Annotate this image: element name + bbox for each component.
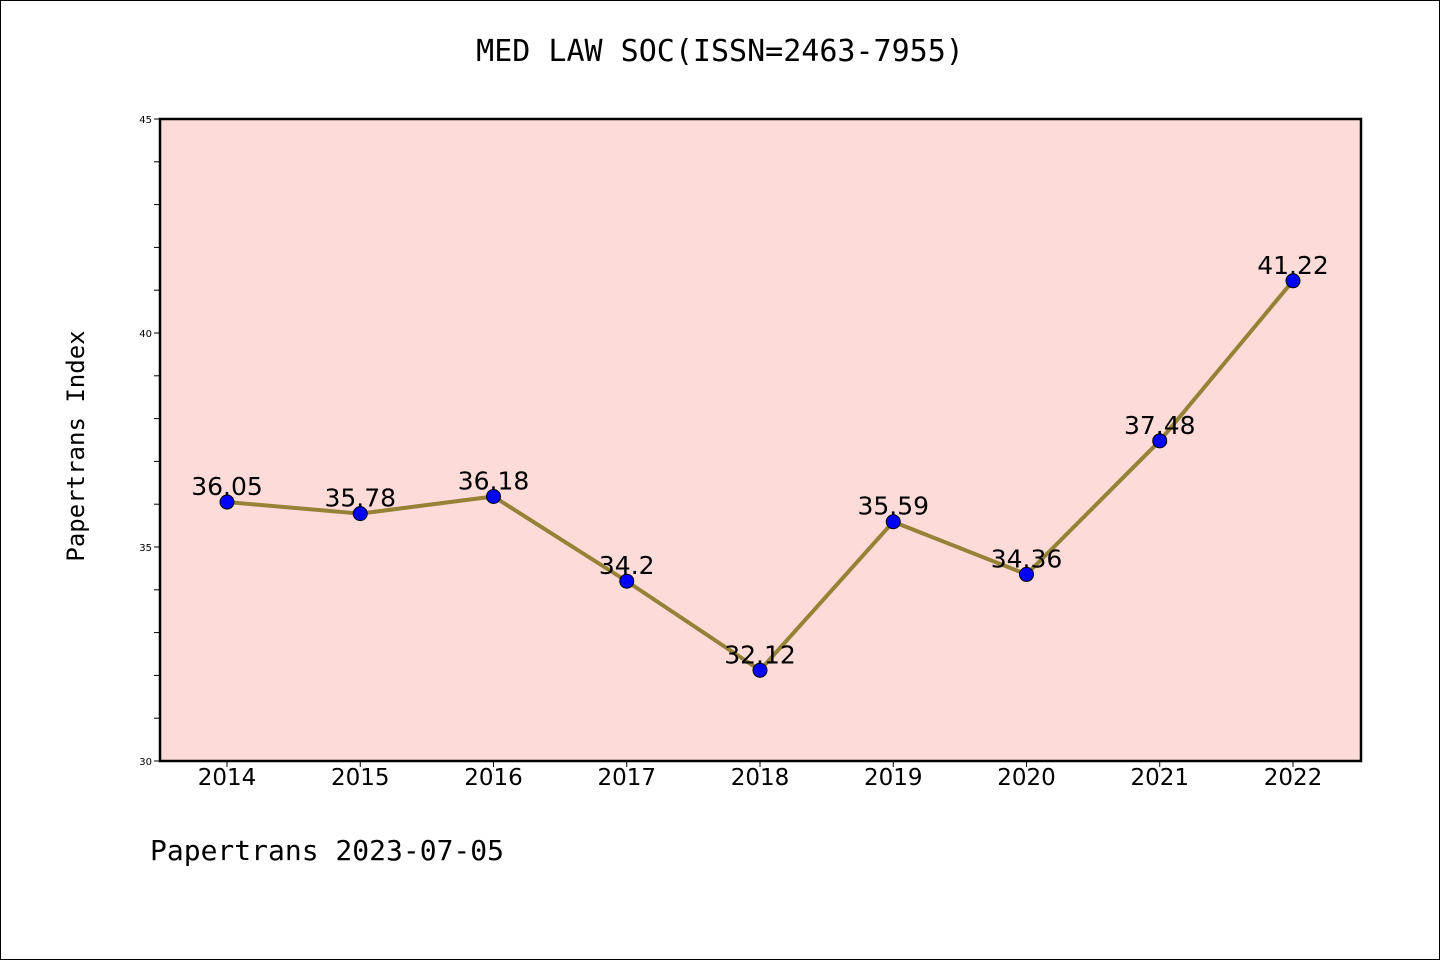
y-tick-label: 35: [139, 543, 152, 554]
data-label: 35.59: [857, 492, 929, 521]
x-tick-label: 2021: [1130, 765, 1189, 791]
data-point: [885, 514, 901, 530]
y-tick-label: 45: [139, 115, 152, 126]
x-tick-label: 2020: [997, 765, 1056, 791]
series-markers: [219, 273, 1301, 678]
data-point: [752, 662, 768, 678]
data-label: 36.05: [191, 472, 263, 501]
y-axis: 30 35 40 45: [139, 115, 160, 768]
data-label: 32.12: [724, 640, 796, 669]
x-tick-label: 2018: [731, 765, 790, 791]
data-point: [352, 506, 368, 522]
y-tick-label: 30: [139, 757, 152, 768]
data-point: [1019, 566, 1034, 582]
data-label: 34.36: [991, 544, 1063, 573]
footer-caption: Papertrans 2023-07-05: [150, 834, 505, 867]
data-label: 34.2: [599, 551, 655, 580]
data-label: 41.22: [1257, 251, 1329, 280]
data-point: [619, 573, 635, 589]
data-label: 35.78: [324, 484, 396, 513]
x-axis: 2014 2015 2016 2017 2018 2019 2020 2021 2022: [198, 761, 1323, 791]
data-label: 37.48: [1124, 411, 1196, 440]
data-labels: 36.05 35.78 36.18 34.2 32.12 35.59 34.36 37.48 4…: [191, 251, 1329, 669]
data-point: [1285, 273, 1301, 289]
data-label: 36.18: [458, 466, 530, 495]
data-point: [1152, 433, 1168, 449]
chart-title: MED LAW SOC(ISSN=2463-7955): [476, 34, 964, 69]
x-tick-label: 2015: [331, 765, 390, 791]
plot-border: [158, 117, 1363, 763]
data-point: [486, 488, 501, 504]
x-tick-label: 2016: [464, 765, 523, 791]
data-point: [219, 494, 235, 510]
x-tick-label: 2017: [597, 765, 656, 791]
y-tick-label: 40: [139, 329, 152, 340]
x-tick-label: 2019: [864, 765, 923, 791]
x-tick-label: 2022: [1264, 765, 1323, 791]
x-tick-label: 2014: [198, 765, 257, 791]
